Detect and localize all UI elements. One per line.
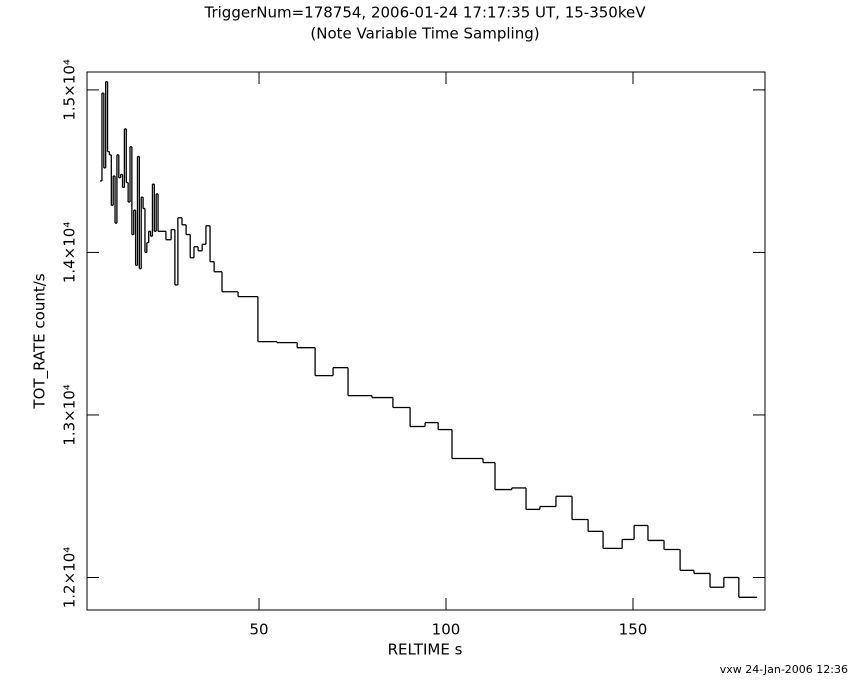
plot-frame xyxy=(86,71,766,611)
footer: vxw 24-Jan-2006 12:36 xyxy=(720,663,848,676)
chart-title: TriggerNum=178754, 2006-01-24 17:17:35 U… xyxy=(204,4,647,22)
y-tick-label: 1.4×10⁴ xyxy=(61,222,79,284)
x-tick-label: 150 xyxy=(619,621,648,639)
chart-subtitle: (Note Variable Time Sampling) xyxy=(310,25,539,43)
x-axis-label: RELTIME s xyxy=(388,641,463,659)
x-tick-label: 50 xyxy=(249,621,268,639)
y-tick-label: 1.5×10⁴ xyxy=(61,59,79,121)
x-tick-label: 100 xyxy=(432,621,461,639)
y-tick-label: 1.2×10⁴ xyxy=(61,547,79,609)
y-axis-label: TOT_RATE count/s xyxy=(31,273,50,409)
y-tick-label: 1.3×10⁴ xyxy=(61,384,79,446)
